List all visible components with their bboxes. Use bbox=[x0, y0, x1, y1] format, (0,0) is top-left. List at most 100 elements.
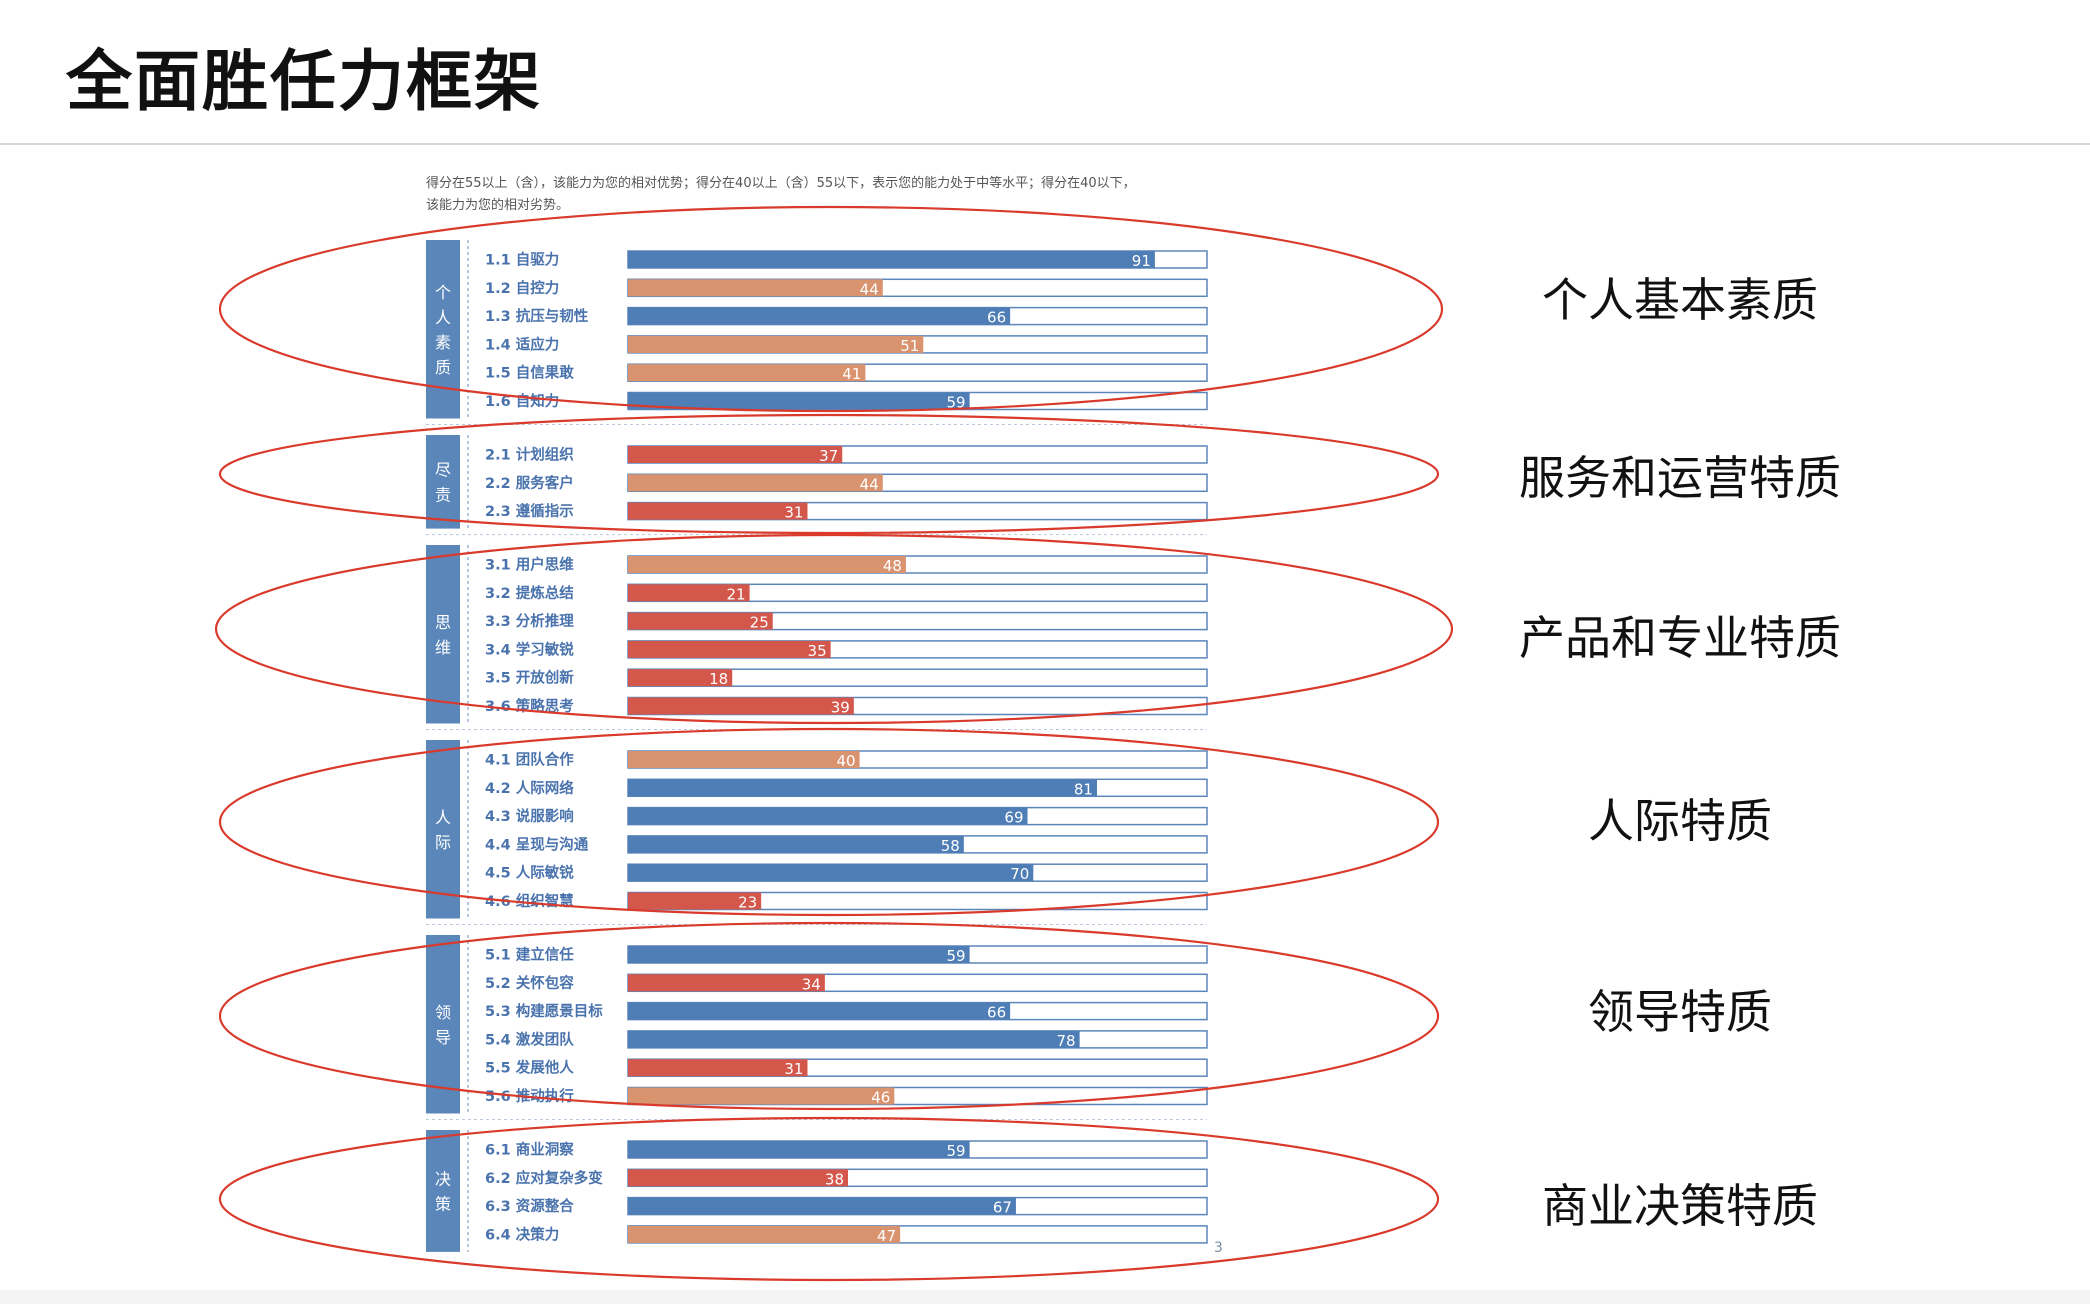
bar bbox=[628, 1225, 901, 1243]
group-sidebar bbox=[426, 740, 460, 919]
item-label: 6.3 资源整合 bbox=[485, 1197, 574, 1215]
bar-value-label: 40 bbox=[837, 752, 856, 770]
group-name-char: 素 bbox=[435, 333, 451, 352]
bar-value-label: 78 bbox=[1057, 1032, 1076, 1050]
bar bbox=[628, 697, 854, 715]
bar-value-label: 25 bbox=[750, 614, 769, 632]
annotation-ellipse bbox=[218, 727, 1440, 917]
item-label: 3.5 开放创新 bbox=[485, 669, 574, 687]
group-name-char: 责 bbox=[435, 485, 451, 504]
item-label: 6.4 决策力 bbox=[485, 1225, 559, 1243]
title-divider bbox=[0, 143, 2090, 145]
bar-value-label: 59 bbox=[947, 1142, 966, 1160]
bar bbox=[628, 807, 1028, 825]
item-label: 2.2 服务客户 bbox=[485, 474, 574, 492]
bar bbox=[628, 779, 1097, 797]
bar bbox=[628, 556, 906, 573]
bar bbox=[628, 335, 924, 353]
bar bbox=[628, 612, 773, 630]
bar bbox=[628, 474, 883, 492]
annotation-ellipse bbox=[218, 921, 1440, 1111]
bar bbox=[628, 1002, 1011, 1020]
bar bbox=[628, 251, 1155, 268]
bar-value-label: 69 bbox=[1004, 809, 1023, 827]
bar bbox=[628, 864, 1034, 882]
bar-value-label: 59 bbox=[947, 947, 966, 965]
bar-value-label: 48 bbox=[883, 557, 902, 575]
bar-value-label: 37 bbox=[819, 447, 838, 465]
item-label: 1.4 适应力 bbox=[485, 335, 559, 353]
bar bbox=[628, 1169, 849, 1187]
item-label: 4.5 人际敏锐 bbox=[485, 864, 574, 882]
side-label: 商业决策特质 bbox=[1542, 1179, 1818, 1233]
annotation-ellipse bbox=[218, 205, 1444, 413]
bar bbox=[628, 835, 964, 853]
page-number: 3 bbox=[1214, 1240, 1223, 1256]
item-label: 3.2 提炼总结 bbox=[485, 584, 574, 602]
bar-value-label: 67 bbox=[993, 1199, 1012, 1217]
bar bbox=[628, 502, 808, 520]
bar-value-label: 81 bbox=[1074, 780, 1093, 798]
bar bbox=[628, 1059, 808, 1077]
annotation-ellipse bbox=[218, 1116, 1440, 1282]
bar bbox=[628, 584, 750, 602]
bar-value-label: 31 bbox=[784, 1060, 803, 1078]
item-label: 1.3 抗压与韧性 bbox=[485, 307, 589, 325]
item-label: 1.1 自驱力 bbox=[485, 251, 559, 269]
bar bbox=[628, 1197, 1016, 1215]
item-label: 1.6 自知力 bbox=[485, 392, 559, 410]
group-sidebar bbox=[426, 240, 460, 419]
group-name-char: 维 bbox=[435, 638, 451, 657]
item-label: 5.3 构建愿景目标 bbox=[485, 1002, 603, 1020]
bar-value-label: 38 bbox=[825, 1170, 844, 1188]
bar bbox=[628, 1030, 1080, 1048]
group-sidebar bbox=[426, 935, 460, 1114]
bar-value-label: 51 bbox=[900, 337, 919, 355]
group-name-char: 导 bbox=[435, 1028, 451, 1047]
bar-value-label: 66 bbox=[987, 309, 1006, 327]
item-label: 3.4 学习敏锐 bbox=[485, 640, 574, 658]
annotation-ellipse bbox=[214, 533, 1454, 725]
group-name-char: 际 bbox=[435, 833, 451, 852]
bar-value-label: 41 bbox=[842, 365, 861, 383]
item-label: 6.1 商业洞察 bbox=[485, 1141, 574, 1159]
group-name-char: 领 bbox=[435, 1003, 451, 1022]
slide-title: 全面胜任力框架 bbox=[66, 43, 542, 120]
item-label: 1.2 自控力 bbox=[485, 279, 559, 297]
group-sidebar bbox=[426, 545, 460, 724]
item-label: 1.5 自信果敢 bbox=[485, 364, 574, 382]
item-label: 5.4 激发团队 bbox=[485, 1030, 574, 1048]
item-label: 5.5 发展他人 bbox=[485, 1059, 574, 1077]
item-label: 2.3 遵循指示 bbox=[485, 502, 574, 520]
group-sidebar bbox=[426, 1130, 460, 1252]
bar-value-label: 47 bbox=[877, 1227, 896, 1245]
group-name-char: 决 bbox=[435, 1169, 451, 1188]
group-name-char: 质 bbox=[435, 358, 451, 377]
side-label: 个人基本素质 bbox=[1542, 273, 1818, 327]
bar bbox=[628, 392, 970, 410]
bar bbox=[628, 640, 831, 658]
bar bbox=[628, 974, 825, 992]
bar-value-label: 44 bbox=[860, 475, 879, 493]
group-sidebar bbox=[426, 435, 460, 529]
side-label: 服务和运营特质 bbox=[1519, 451, 1841, 505]
group-name-char: 尽 bbox=[435, 460, 451, 479]
item-label: 5.1 建立信任 bbox=[485, 946, 574, 964]
item-label: 5.2 关怀包容 bbox=[485, 974, 574, 992]
bar bbox=[628, 892, 762, 910]
bar bbox=[628, 669, 733, 687]
bar bbox=[628, 1087, 895, 1105]
item-label: 4.4 呈现与沟通 bbox=[485, 835, 589, 853]
bar-value-label: 21 bbox=[726, 585, 745, 603]
item-label: 4.1 团队合作 bbox=[485, 751, 574, 769]
item-label: 3.3 分析推理 bbox=[485, 612, 574, 630]
score-note-line1: 得分在55以上（含），该能力为您的相对优势；得分在40以上（含）55以下，表示您… bbox=[426, 176, 1136, 191]
item-label: 6.2 应对复杂多变 bbox=[485, 1169, 603, 1187]
bar-value-label: 46 bbox=[871, 1089, 890, 1107]
bar-value-label: 18 bbox=[709, 670, 728, 688]
score-note-line2: 该能力为您的相对劣势。 bbox=[426, 198, 570, 213]
bar-value-label: 59 bbox=[947, 394, 966, 412]
bar-value-label: 58 bbox=[941, 837, 960, 855]
bar-value-label: 66 bbox=[987, 1004, 1006, 1022]
